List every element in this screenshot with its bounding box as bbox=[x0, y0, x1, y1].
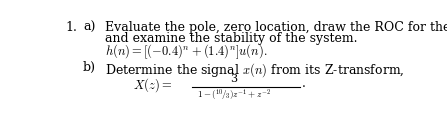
Text: Determine the signal $x(n)$ from its Z-transform,: Determine the signal $x(n)$ from its Z-t… bbox=[105, 61, 404, 79]
Text: $X(z) =$: $X(z) =$ bbox=[133, 77, 173, 94]
Text: and examine the stability of the system.: and examine the stability of the system. bbox=[105, 32, 357, 45]
Text: .: . bbox=[302, 77, 306, 90]
Text: 3: 3 bbox=[231, 74, 238, 84]
Text: $h(n) = [(-0.4)^n + (1.4)^n]u(n).$: $h(n) = [(-0.4)^n + (1.4)^n]u(n).$ bbox=[105, 43, 267, 61]
Text: 1.: 1. bbox=[65, 21, 77, 34]
Text: Evaluate the pole, zero location, draw the ROC for the following sequence: Evaluate the pole, zero location, draw t… bbox=[105, 21, 447, 34]
Text: a): a) bbox=[83, 21, 95, 34]
Text: $1-(^{10}\!/_{3})z^{-1}+z^{-2}$: $1-(^{10}\!/_{3})z^{-1}+z^{-2}$ bbox=[197, 88, 271, 103]
Text: b): b) bbox=[83, 61, 96, 74]
